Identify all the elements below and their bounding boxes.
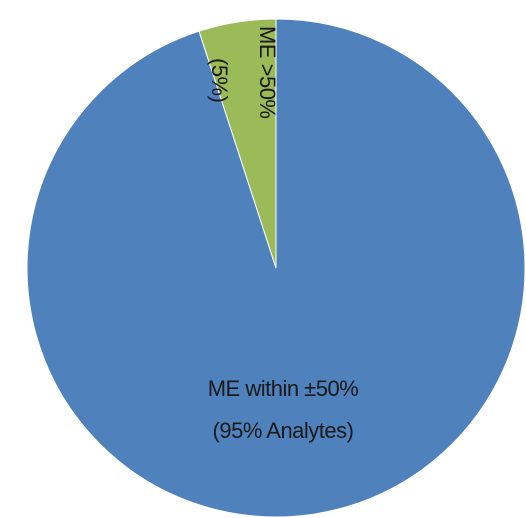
pie-slice [198, 18, 277, 269]
slice-value-label: (5%) [207, 58, 232, 102]
slice-label: ME >50% [255, 26, 280, 119]
slice-value-label: (95% Analytes) [213, 418, 354, 443]
pie [26, 18, 526, 518]
slice-label: ME within ±50% [208, 376, 359, 401]
